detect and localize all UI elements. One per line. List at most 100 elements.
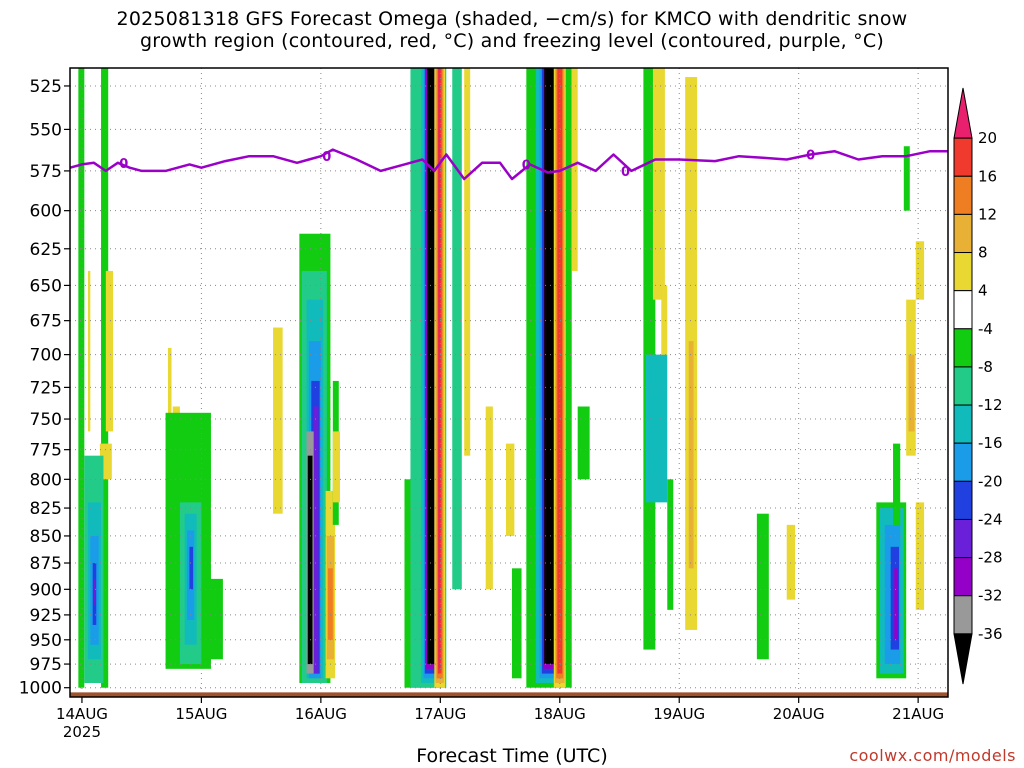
omega-cell-60 [571, 68, 578, 271]
y-tick-label-3: 600 [30, 202, 62, 222]
omega-cell-39 [427, 68, 435, 665]
x-tick-label-6: 20AUG [773, 705, 825, 723]
freezing-level-label-4: 0 [806, 149, 815, 164]
x-tick-label-0: 14AUG [56, 705, 108, 723]
omega-cell-46 [464, 68, 471, 456]
y-tick-label-2: 575 [30, 162, 62, 182]
colorbar-label-4: 4 [978, 282, 988, 300]
freezing-level-label-1: 0 [322, 150, 331, 165]
colorbar-segment-12 [953, 557, 973, 597]
omega-cell-4 [99, 443, 112, 480]
y-tick-label-14: 875 [30, 554, 62, 574]
colorbar-label-12: -32 [978, 587, 1003, 605]
y-tick-label-15: 900 [30, 580, 62, 600]
omega-cell-66 [661, 285, 668, 355]
colorbar-label-13: -36 [978, 625, 1003, 643]
plot-frame [69, 67, 949, 698]
omega-cell-45 [452, 68, 462, 590]
colorbar-label-1: 16 [978, 167, 997, 185]
omega-cell-30 [328, 568, 333, 640]
x-tick-label-1: 15AUG [175, 705, 227, 723]
y-tick-label-1: 550 [30, 120, 62, 140]
y-tick-label-18: 975 [30, 655, 62, 675]
colorbar-segment-11 [953, 518, 973, 559]
colorbar-segment-6 [953, 328, 973, 368]
omega-cell-44 [438, 68, 441, 669]
colorbar-label-10: -24 [978, 510, 1003, 528]
omega-cell-59 [557, 68, 563, 674]
y-tick-label-17: 950 [30, 631, 62, 651]
x-tick-label-3: 17AUG [414, 705, 466, 723]
omega-cell-61 [577, 406, 590, 480]
y-tick-label-10: 775 [30, 441, 62, 461]
omega-cell-9 [93, 578, 96, 605]
colorbar-segment-3 [953, 213, 973, 254]
omega-cell-65 [652, 68, 665, 300]
omega-cell-10 [167, 347, 172, 420]
omega-cell-70 [756, 513, 769, 660]
y-tick-label-8: 725 [30, 378, 62, 398]
colorbar-segment-2 [953, 175, 973, 215]
omega-cell-48 [506, 443, 515, 536]
omega-cell-49 [511, 568, 522, 679]
y-tick-label-6: 675 [30, 312, 62, 332]
omega-cell-17 [189, 546, 194, 590]
colorbar-segment-4 [953, 252, 973, 292]
chart-title-line-1: 2025081318 GFS Forecast Omega (shaded, −… [116, 8, 908, 30]
omega-cell-2 [87, 270, 91, 432]
omega-cell-1 [101, 68, 109, 688]
colorbar-segment-5 [953, 290, 973, 330]
colorbar-bottom-arrow [953, 633, 973, 685]
colorbar-segment-1 [953, 137, 973, 177]
colorbar: 20 16 12 8 4 -4 -8 -12 -16 -20 -24 -28 -32 -36 [953, 87, 1003, 685]
omega-cell-19 [273, 327, 283, 514]
colorbar-top-arrow [953, 87, 973, 139]
omega-cell-82 [915, 502, 925, 610]
freezing-level-line [69, 148, 948, 181]
colorbar-segment-7 [953, 366, 973, 406]
y-tick-label-19: 1000 [19, 679, 62, 699]
omega-cell-47 [485, 406, 493, 590]
y-tick-label-12: 825 [30, 499, 62, 519]
x-tick-sublabel-0: 2025 [63, 723, 101, 741]
colorbar-segment-9 [953, 442, 973, 482]
chart-title: 2025081318 GFS Forecast Omega (shaded, −… [0, 8, 1024, 52]
x-tick-label-7: 21AUG [892, 705, 944, 723]
colorbar-label-2: 12 [978, 205, 997, 223]
colorbar-label-11: -28 [978, 549, 1003, 567]
omega-cell-32 [332, 431, 340, 503]
y-tick-labels: 525 550 575 600 625 650 675 700 725 750 775 800 825 8… [19, 77, 70, 699]
y-tick-label-4: 625 [30, 240, 62, 260]
colorbar-segment-8 [953, 404, 973, 444]
chart-title-line-2: growth region (contoured, red, °C) and f… [140, 30, 884, 52]
colorbar-label-6: -8 [978, 358, 993, 376]
credit-link[interactable]: coolwx.com/models [849, 746, 1016, 765]
omega-cell-18 [201, 578, 223, 660]
y-tick-label-0: 525 [30, 77, 62, 97]
y-tick-label-16: 925 [30, 606, 62, 626]
omega-cell-67 [667, 479, 674, 610]
colorbar-segment-13 [953, 595, 973, 635]
omega-cell-27 [307, 455, 313, 665]
y-tick-label-11: 800 [30, 470, 62, 490]
colorbar-label-3: 8 [978, 244, 988, 262]
freezing-level-label-3: 0 [621, 165, 630, 180]
omega-cell-80 [908, 354, 915, 432]
omega-cell-71 [786, 524, 796, 600]
freezing-level-label-2: 0 [522, 158, 531, 173]
x-tick-label-4: 18AUG [534, 705, 586, 723]
y-tick-label-5: 650 [30, 276, 62, 296]
omega-cell-76 [894, 568, 898, 640]
omega-cell-81 [915, 241, 925, 300]
colorbar-segment-10 [953, 480, 973, 520]
colorbar-label-7: -12 [978, 396, 1003, 414]
terrain-strip [70, 692, 948, 697]
omega-cell-64 [649, 380, 662, 480]
omega-cell-55 [544, 68, 554, 665]
x-tick-label-5: 19AUG [653, 705, 705, 723]
y-tick-label-13: 850 [30, 527, 62, 547]
omega-cell-78 [903, 146, 910, 211]
colorbar-label-0: 20 [978, 129, 997, 147]
x-tick-label-2: 16AUG [295, 705, 347, 723]
